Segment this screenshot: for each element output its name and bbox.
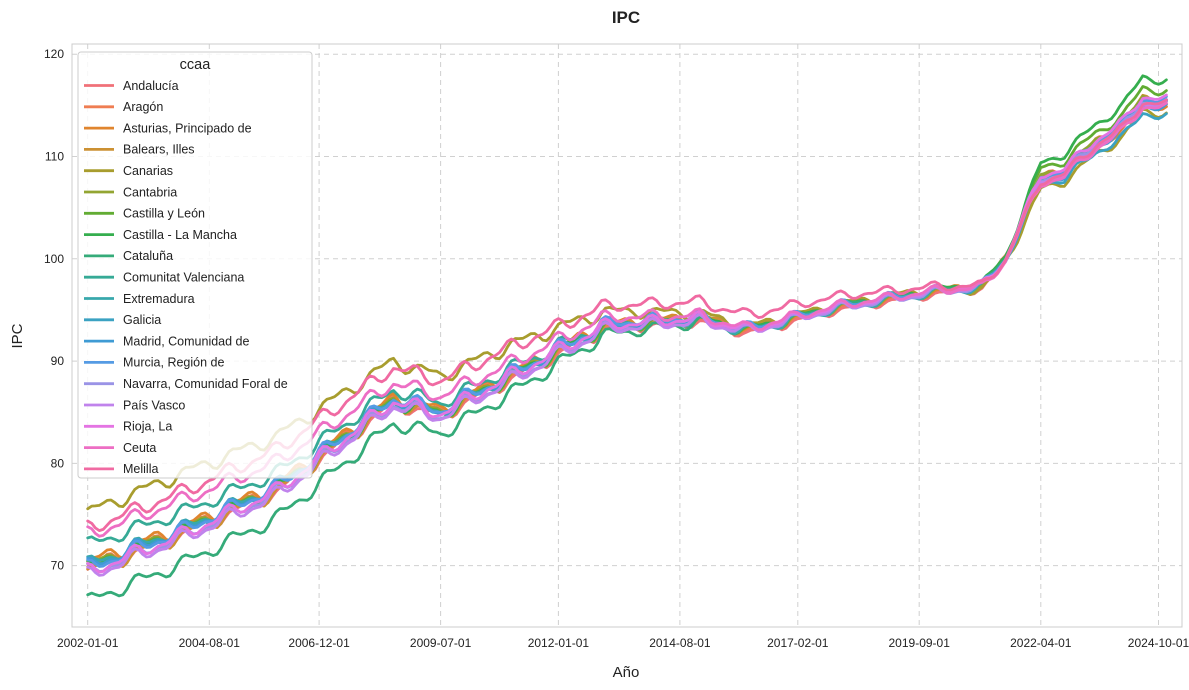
x-tick-label: 2004-08-01 — [179, 636, 241, 650]
chart-title: IPC — [612, 8, 640, 27]
legend-entry-label: Balears, Illes — [123, 143, 195, 157]
legend-entry-label: Rioja, La — [123, 420, 172, 434]
y-tick-label: 110 — [45, 150, 64, 164]
legend-entry-label: Murcia, Región de — [123, 356, 224, 370]
legend-entry-label: Extremadura — [123, 292, 195, 306]
x-tick-label: 2009-07-01 — [410, 636, 472, 650]
legend-entry-label: Comunitat Valenciana — [123, 271, 244, 285]
legend-box — [77, 51, 313, 479]
legend-entry-label: Navarra, Comunidad Foral de — [123, 377, 288, 391]
legend-items: Andalucía Aragón Asturias, Principado de Ba… — [84, 79, 288, 476]
legend-entry-label: Cantabria — [123, 185, 177, 199]
x-tick-label: 2024-10-01 — [1128, 636, 1189, 650]
x-axis-title: Año — [613, 664, 640, 681]
plot-frame — [71, 43, 1183, 628]
legend-entry-label: Andalucía — [123, 79, 179, 93]
x-tick-label: 2014-08-01 — [649, 636, 711, 650]
legend-entry-label: Madrid, Comunidad de — [123, 334, 250, 348]
x-tick-label: 2022-04-01 — [1010, 636, 1072, 650]
x-tick-label: 2019-09-01 — [889, 636, 951, 650]
y-tick-label: 80 — [51, 456, 65, 470]
legend-entry-label: Melilla — [123, 462, 158, 476]
series-layer — [86, 74, 1168, 598]
legend-entry-label: Aragón — [123, 100, 163, 114]
legend-title: ccaa — [180, 57, 212, 73]
legend-entry-label: Asturias, Principado de — [123, 121, 252, 135]
y-tick-label: 70 — [51, 559, 65, 573]
x-tick-label: 2002-01-01 — [57, 636, 119, 650]
legend-entry-label: Cataluña — [123, 249, 173, 263]
legend-entry-label: Galicia — [123, 313, 161, 327]
x-tick-label: 2006-12-01 — [288, 636, 350, 650]
legend-entry-label: País Vasco — [123, 398, 185, 412]
y-tick-label: 120 — [44, 47, 64, 61]
x-tick-label: 2017-02-01 — [767, 636, 829, 650]
legend-entry-label: Canarias — [123, 164, 173, 178]
tick-labels: 70 80 90 100 110 120 2002-01-01 2004-08-01 2006-… — [44, 47, 1189, 650]
x-tick-label: 2012-01-01 — [528, 636, 590, 650]
legend-entry-label: Ceuta — [123, 441, 156, 455]
y-axis-title: IPC — [9, 323, 26, 348]
legend-entry-label: Castilla - La Mancha — [123, 228, 237, 242]
legend: ccaa Andalucía Aragón Asturias, Principado… — [77, 51, 313, 479]
y-tick-label: 90 — [51, 354, 65, 368]
legend-entry-label: Castilla y León — [123, 207, 205, 221]
y-tick-label: 100 — [44, 252, 64, 266]
